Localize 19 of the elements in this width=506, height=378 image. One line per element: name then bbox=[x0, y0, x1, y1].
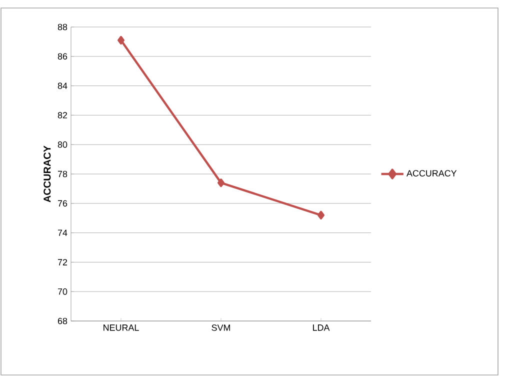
y-tick-label: 74 bbox=[58, 230, 68, 236]
y-tick-label: 68 bbox=[58, 318, 68, 324]
y-tick-label: 72 bbox=[58, 259, 68, 266]
y-tick-label: 88 bbox=[58, 24, 68, 30]
x-tick-label: SVM bbox=[212, 324, 230, 331]
x-tick-label: NEURAL bbox=[104, 324, 139, 331]
y-tick-label: 84 bbox=[58, 82, 68, 89]
point bbox=[118, 36, 124, 45]
point bbox=[218, 178, 224, 188]
y-tick-label: 78 bbox=[58, 170, 68, 178]
legend-label: ACCURACY bbox=[406, 170, 457, 176]
y-tick-label: 86 bbox=[58, 53, 68, 60]
y-tick-label: 80 bbox=[58, 141, 68, 148]
x-tick-label: LDA bbox=[313, 324, 330, 331]
y-tick-label: 82 bbox=[58, 112, 68, 118]
y-axis-title: ACCURACY bbox=[44, 146, 51, 202]
y-tick-label: 70 bbox=[58, 288, 68, 295]
point bbox=[318, 210, 324, 220]
y-tick-label: 76 bbox=[58, 200, 68, 207]
